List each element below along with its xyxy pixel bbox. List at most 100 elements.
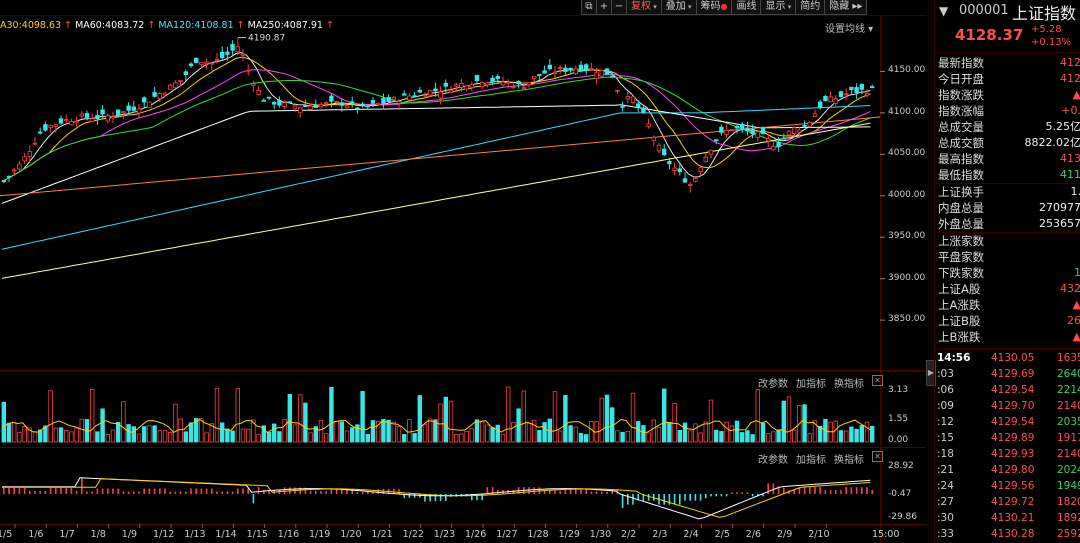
volume-bar	[11, 422, 17, 443]
candle-body	[173, 82, 178, 89]
volume-bar	[802, 404, 807, 443]
candle-body	[381, 98, 386, 104]
copy-icon[interactable]: ⧉	[581, 0, 597, 15]
tick-price: 4129.70	[991, 400, 1035, 412]
volume-bar	[636, 421, 641, 443]
volume-bar	[38, 429, 43, 443]
candle-body	[95, 115, 100, 119]
time-axis-label: 1/12	[153, 529, 175, 540]
candle-body	[401, 93, 407, 96]
kline-chart[interactable]: 4190.87	[0, 0, 926, 543]
time-axis-label: 1/16	[277, 529, 300, 540]
volume-bar	[568, 425, 573, 443]
volume-bar	[740, 432, 745, 443]
volume-bar	[448, 400, 454, 443]
collapse-panel-icon[interactable]: ▶	[926, 360, 936, 386]
stat-label: 指数涨跌	[938, 88, 984, 102]
stat-label: 上证A股	[938, 282, 981, 296]
candle-body	[329, 95, 334, 102]
change-params-button[interactable]: 改参数	[758, 379, 788, 390]
volume-bar	[256, 434, 261, 443]
toolbar-button-简约[interactable]: 简约	[795, 0, 826, 15]
volume-bar	[355, 424, 360, 443]
close-icon[interactable]: ✕	[872, 451, 883, 462]
tick-row: 14:56 4130.05 1635	[935, 350, 1080, 366]
toolbar-button-画线[interactable]: 画线	[731, 0, 762, 15]
ma30-line	[1, 76, 871, 182]
chevron-right-icon: ▸▸	[849, 1, 863, 12]
candle-body	[271, 101, 277, 105]
volume-bar	[235, 388, 240, 443]
volume-bar	[760, 422, 766, 443]
index-code: 000001	[959, 3, 1009, 18]
candle-body	[422, 94, 428, 97]
candle-body	[552, 71, 558, 74]
candle-body	[656, 144, 662, 152]
candle-body	[188, 63, 194, 66]
add-indicator-button[interactable]: 加指标	[796, 379, 826, 390]
volume-bar	[100, 408, 105, 443]
time-axis-label: 2/3	[652, 529, 668, 540]
tick-volume: 2140	[1057, 448, 1080, 460]
tick-time: :27	[937, 496, 954, 508]
volume-bar	[521, 390, 526, 443]
volume-bar	[630, 392, 636, 443]
volume-bar	[204, 432, 209, 443]
toolbar-button-筹码[interactable]: 筹码●	[695, 0, 733, 15]
toolbar-button-叠加[interactable]: 叠加 ▾	[660, 0, 697, 15]
plus-icon[interactable]: +	[596, 0, 612, 15]
volume-bar	[724, 421, 729, 443]
minus-icon[interactable]: −	[611, 0, 627, 15]
volume-bar	[422, 423, 428, 443]
candle-body	[313, 104, 318, 108]
nav-down-icon[interactable]: ▼	[939, 4, 949, 18]
kline-chart-area[interactable]: 4190.87 A30:4098.63 ↑ MA60:4083.72 ↑ MA120…	[0, 0, 926, 543]
time-axis-label: 1/27	[496, 529, 518, 540]
candle-body	[818, 101, 823, 108]
volume-bar	[844, 430, 849, 443]
volume-ma-line	[1, 418, 871, 434]
volume-bar	[438, 403, 443, 443]
toolbar-button-复权[interactable]: 复权 ▾	[626, 0, 662, 15]
toolbar-button-显示[interactable]: 显示 ▾	[760, 0, 797, 15]
volume-bar	[370, 420, 376, 443]
candle-body	[641, 107, 646, 113]
volume-bar	[682, 422, 688, 443]
tick-row: :18 4129.93 2140	[935, 446, 1080, 462]
candle-body	[11, 169, 17, 172]
change-params-button[interactable]: 改参数	[758, 455, 788, 466]
candle-body	[646, 123, 651, 127]
ma5-line	[1, 52, 871, 182]
candle-body	[110, 116, 116, 119]
candle-body	[360, 103, 365, 106]
tick-price: 4129.54	[991, 416, 1035, 428]
candle-body	[297, 106, 303, 114]
switch-indicator-button[interactable]: 换指标	[834, 379, 864, 390]
volume-bar	[1, 401, 6, 443]
quote-stat-row: 上证换手 1.	[935, 184, 1080, 200]
volume-bar	[95, 431, 100, 443]
volume-bar	[417, 395, 422, 443]
stat-label: 最高指数	[938, 152, 984, 166]
volume-bar	[599, 397, 604, 443]
add-indicator-button[interactable]: 加指标	[796, 455, 826, 466]
ma-settings-button[interactable]: 设置均线 ▾	[825, 24, 874, 35]
candle-body	[828, 96, 833, 103]
candle-body	[355, 107, 360, 110]
candle-body	[568, 67, 573, 71]
volume-bar	[719, 431, 724, 443]
time-axis-label: 1/7	[59, 529, 75, 540]
candle-body	[792, 127, 797, 134]
switch-indicator-button[interactable]: 换指标	[834, 455, 864, 466]
ma20-line	[1, 69, 871, 182]
quote-stat-row: 指数涨跌 ▲	[935, 87, 1080, 103]
candle-body	[781, 137, 786, 140]
candle-body	[703, 156, 708, 163]
close-icon[interactable]: ✕	[872, 375, 883, 386]
volume-bar	[22, 426, 27, 443]
candle-body	[157, 93, 162, 100]
candle-body	[729, 129, 734, 131]
time-axis-label: 1/15	[246, 529, 268, 540]
toolbar-button-隐藏[interactable]: 隐藏 ▸▸	[824, 0, 868, 15]
candle-body	[760, 127, 766, 135]
